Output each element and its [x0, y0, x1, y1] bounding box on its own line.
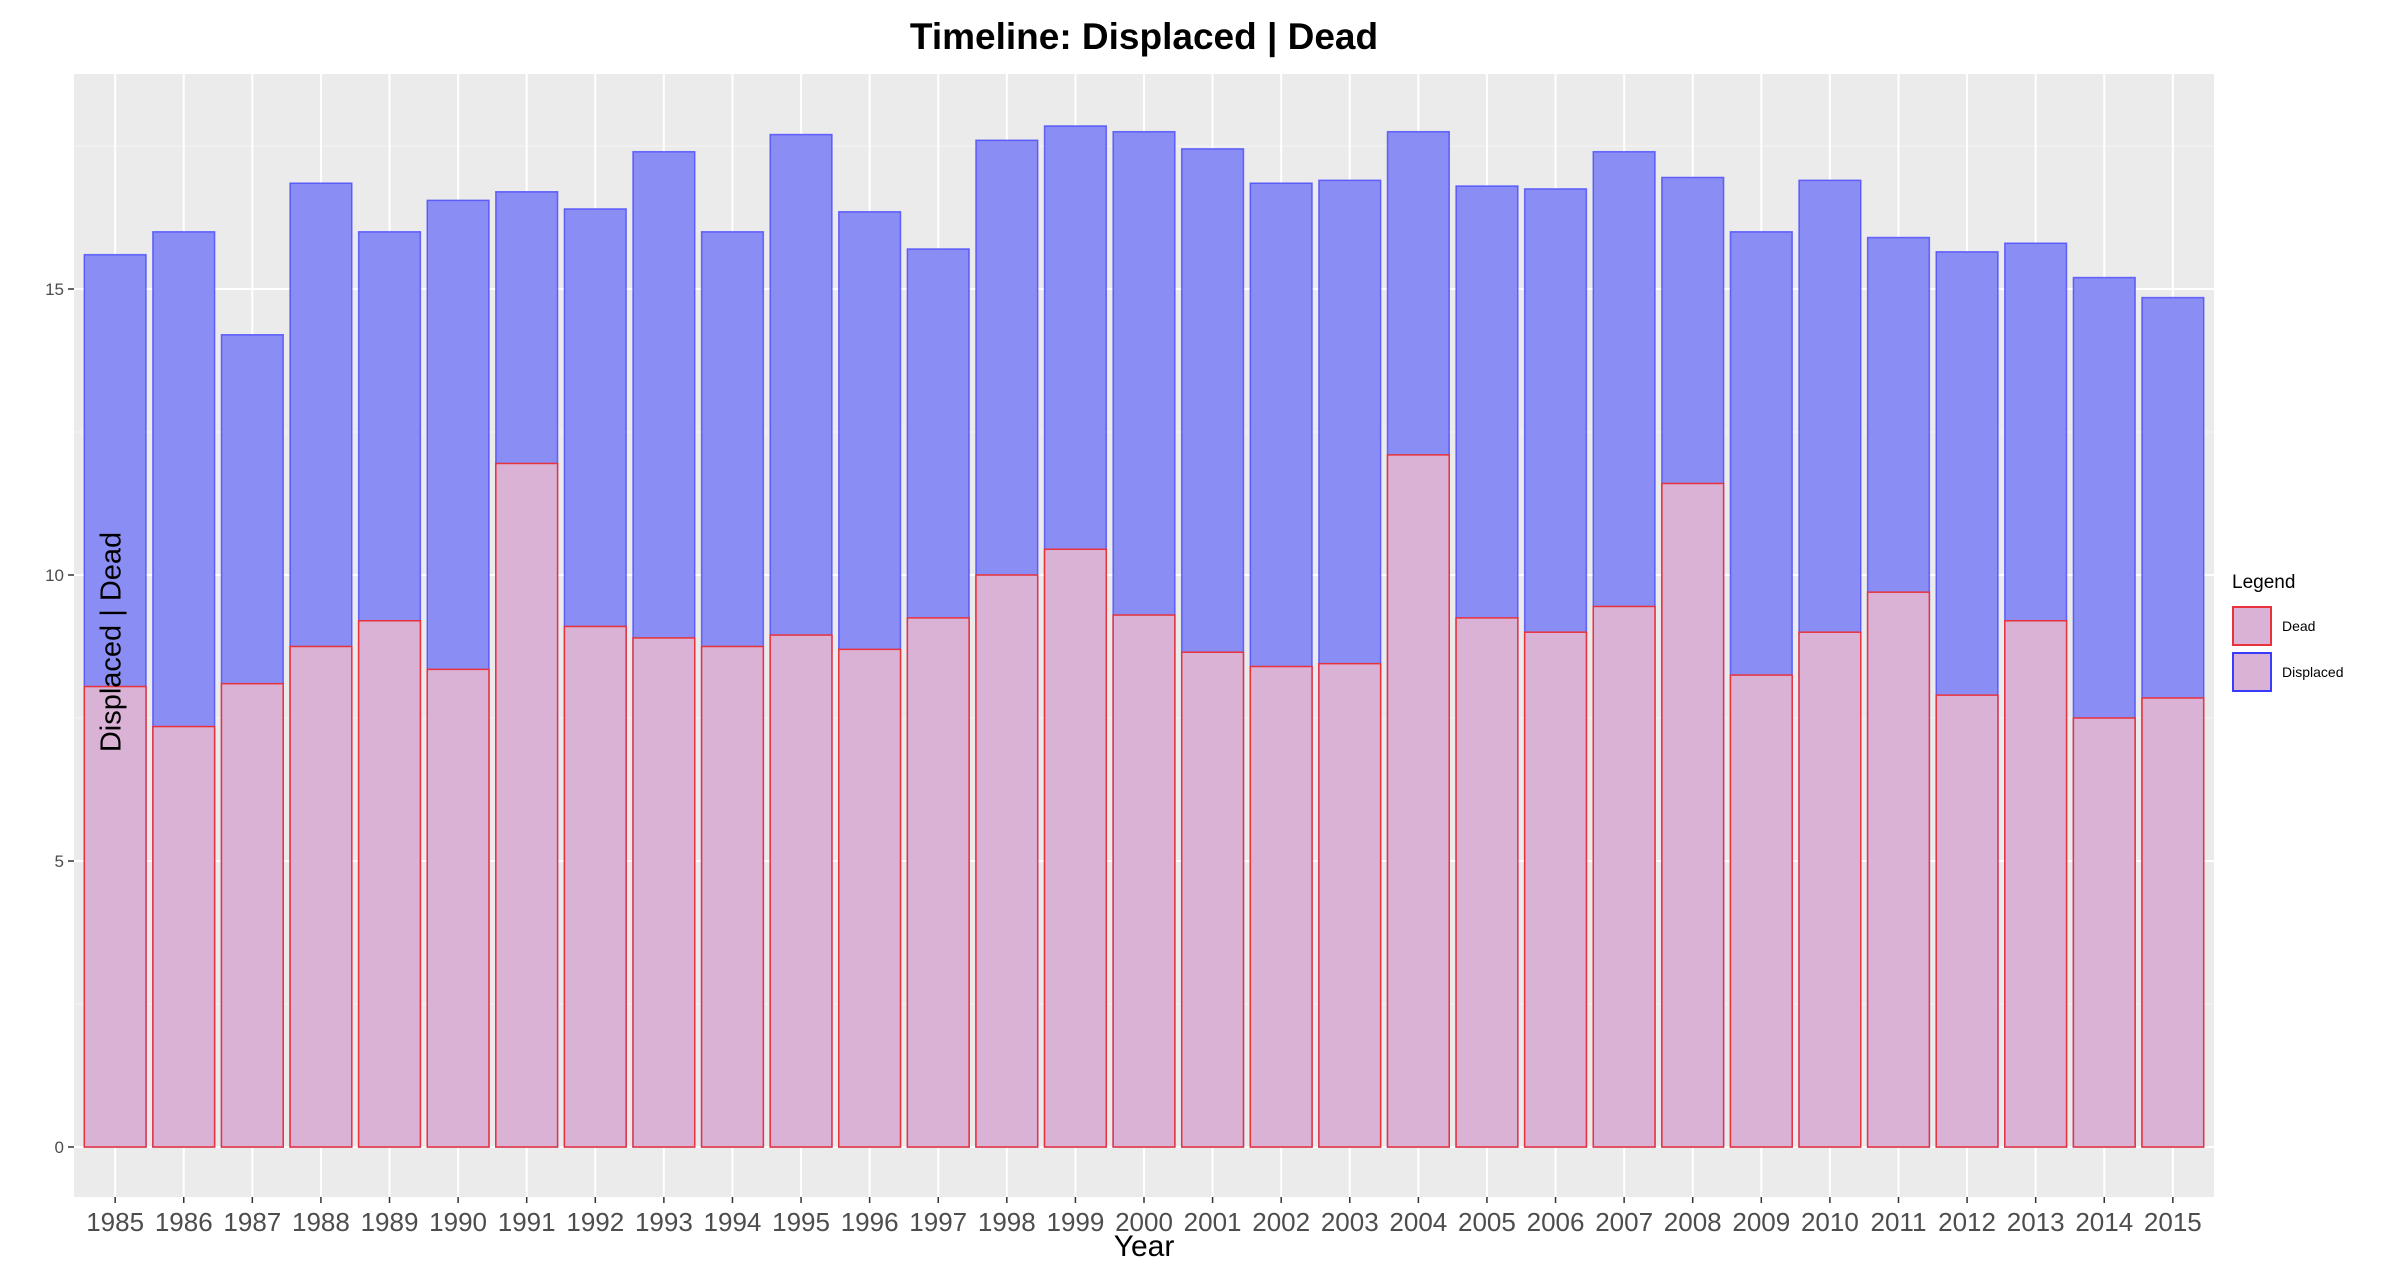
bar-dead-1991: [495, 462, 559, 1148]
y-tick-label: 10: [45, 566, 64, 585]
x-tick-label: 1986: [155, 1207, 213, 1237]
y-tick-label: 15: [45, 280, 64, 299]
bar-dead-1987: [220, 682, 284, 1148]
x-tick-label: 2012: [1938, 1207, 1996, 1237]
bar-dead-1988: [289, 645, 353, 1148]
x-tick-label: 1991: [498, 1207, 556, 1237]
x-tick-label: 2013: [2007, 1207, 2065, 1237]
x-tick-label: 2002: [1252, 1207, 1310, 1237]
x-tick-label: 2009: [1732, 1207, 1790, 1237]
bar-dead-1990: [426, 668, 490, 1148]
x-tick-label: 2004: [1389, 1207, 1447, 1237]
bar-dead-2003: [1318, 662, 1382, 1148]
bar-dead-2010: [1798, 631, 1862, 1148]
bar-dead-2001: [1180, 651, 1245, 1148]
bar-dead-1998: [975, 574, 1039, 1148]
x-tick-label: 1989: [361, 1207, 419, 1237]
x-tick-label: 2011: [1871, 1207, 1927, 1237]
bar-dead-2012: [1935, 694, 1999, 1148]
bar-dead-1992: [563, 625, 627, 1148]
x-axis-label: Year: [1113, 1230, 1175, 1263]
chart-title: Timeline: Displaced | Dead: [909, 16, 1379, 57]
x-tick-label: 1994: [704, 1207, 762, 1237]
x-tick-label: 1995: [772, 1207, 830, 1237]
bar-dead-1986: [152, 725, 216, 1148]
x-tick-label: 2006: [1527, 1207, 1585, 1237]
bar-dead-2013: [2004, 620, 2068, 1148]
x-tick-label: 1993: [635, 1207, 693, 1237]
bar-dead-1995: [769, 634, 833, 1148]
bar-dead-1993: [632, 637, 696, 1148]
x-tick-label: 2005: [1458, 1207, 1516, 1237]
x-tick-label: 1996: [841, 1207, 899, 1237]
y-axis-label: Displaced | Dead: [95, 531, 128, 753]
bar-dead-1997: [906, 617, 970, 1148]
x-tick-label: 2008: [1664, 1207, 1722, 1237]
bar-dead-2015: [2141, 697, 2205, 1148]
legend: Legend Dead Displaced: [2232, 572, 2343, 695]
bar-dead-1999: [1043, 548, 1108, 1148]
y-tick-label: 5: [55, 852, 64, 871]
bar-dead-1994: [700, 645, 765, 1148]
bar-dead-2004: [1386, 454, 1450, 1148]
x-tick-label: 2014: [2075, 1207, 2133, 1237]
legend-title: Legend: [2232, 572, 2296, 593]
x-tick-label: 1990: [429, 1207, 487, 1237]
x-tick-label: 2003: [1321, 1207, 1379, 1237]
bar-dead-2009: [1729, 674, 1793, 1148]
legend-key-dead: [2232, 606, 2272, 646]
bar-dead-2011: [1866, 591, 1931, 1148]
x-tick-label: 1987: [223, 1207, 281, 1237]
bar-dead-2007: [1592, 605, 1656, 1148]
bar-dead-2002: [1249, 665, 1313, 1148]
x-tick-label: 1998: [978, 1207, 1036, 1237]
x-tick-label: 2001: [1184, 1207, 1242, 1237]
x-tick-label: 2000: [1115, 1207, 1173, 1237]
legend-item-displaced: Displaced: [2232, 649, 2343, 695]
x-tick-label: 1988: [292, 1207, 350, 1237]
bar-dead-1996: [838, 648, 902, 1148]
bar-dead-2000: [1112, 614, 1176, 1148]
bar-dead-2008: [1661, 482, 1725, 1148]
legend-label-dead: Dead: [2282, 618, 2316, 634]
bar-dead-2005: [1455, 617, 1519, 1148]
bar-dead-2014: [2072, 717, 2136, 1148]
x-tick-label: 2015: [2144, 1207, 2202, 1237]
legend-label-displaced: Displaced: [2282, 664, 2344, 680]
x-tick-label: 2010: [1801, 1207, 1859, 1237]
legend-key-displaced: [2232, 652, 2272, 692]
x-tick-label: 1992: [566, 1207, 624, 1237]
bar-dead-1985: [83, 685, 147, 1148]
bar-dead-2006: [1523, 631, 1588, 1148]
x-tick-label: 1999: [1046, 1207, 1104, 1237]
bar-dead-1989: [357, 620, 422, 1148]
x-tick-label: 2007: [1595, 1207, 1653, 1237]
y-tick-label: 0: [55, 1138, 64, 1157]
x-tick-label: 1997: [909, 1207, 967, 1237]
legend-item-dead: Dead: [2232, 603, 2343, 649]
x-tick-label: 1985: [86, 1207, 144, 1237]
